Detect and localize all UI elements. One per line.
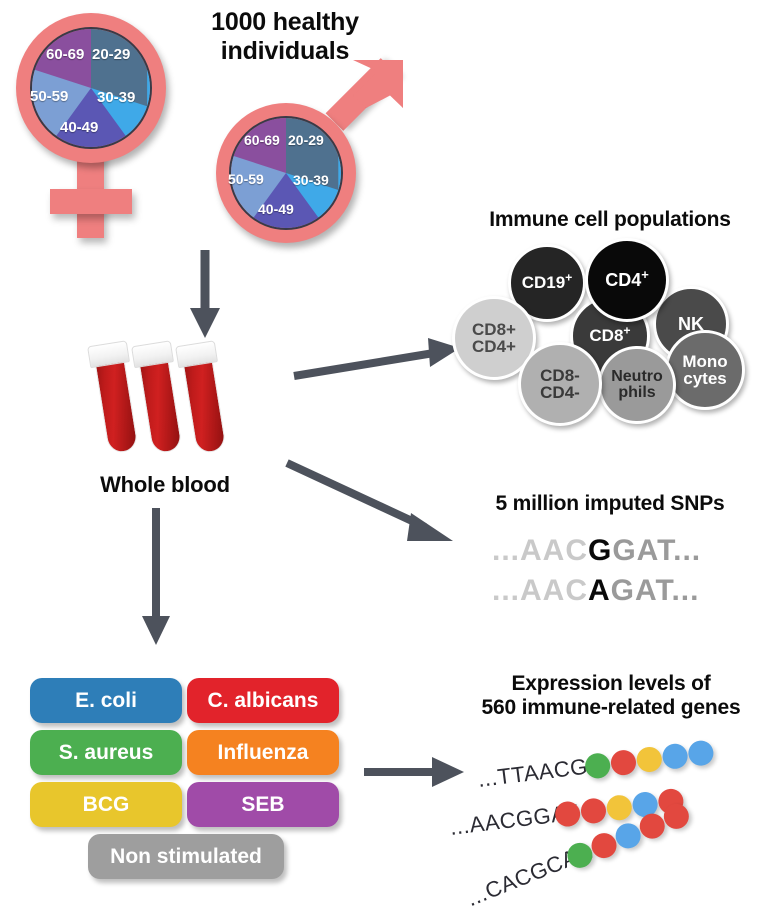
expression-bead (661, 742, 690, 771)
expression-title-line1: Expression levels of (511, 672, 711, 695)
pie-label-20-29: 20-29 (288, 132, 324, 148)
immune-cell-cluster: CD19+ CD4+ NK CD8+ CD4+ CD8+ Mono cytes … (450, 238, 760, 428)
stimulus-label: SEB (241, 792, 285, 816)
stimulus-c-albicans[interactable]: C. albicans (187, 678, 339, 723)
pie-label-50-59: 50-59 (228, 171, 264, 187)
pie-label-40-49: 40-49 (60, 119, 99, 136)
arrow-cohort-to-blood (190, 250, 220, 338)
blood-tube-body (94, 354, 139, 455)
immune-cell-label: CD4+ (605, 266, 649, 290)
blood-tube (87, 340, 139, 455)
female-symbol-crossbar (50, 189, 132, 214)
snp-suffix: GAT... (610, 574, 700, 607)
stimulus-label: C. albicans (207, 688, 319, 712)
stimulus-seb[interactable]: SEB (187, 782, 339, 827)
expression-title: Expression levels of 560 immune-related … (452, 672, 770, 721)
cohort-title-line1: 1000 healthy (211, 8, 359, 36)
pie-label-20-29: 20-29 (92, 46, 131, 63)
blood-tube (175, 340, 227, 455)
arrow-blood-to-stimuli (142, 508, 170, 645)
pie-label-50-59: 50-59 (30, 88, 69, 105)
immune-cell-cd4: CD4+ (585, 238, 669, 322)
whole-blood-tubes (87, 338, 245, 458)
expression-bead (635, 745, 664, 774)
immune-cell-dn: CD8- CD4- (518, 342, 602, 426)
expression-bead (686, 739, 715, 768)
snp-variant-base: G (588, 534, 613, 567)
arrow-blood-to-immune-cells (293, 338, 460, 380)
arrow-stimuli-to-expression (364, 757, 464, 787)
whole-blood-label: Whole blood (100, 472, 230, 497)
snps-title: 5 million imputed SNPs (495, 492, 725, 515)
pie-label-30-39: 30-39 (97, 89, 136, 106)
stimulus-influenza[interactable]: Influenza (187, 730, 339, 775)
pie-label-30-39: 30-39 (293, 172, 329, 188)
female-gender-symbol: 20-29 30-39 40-49 50-59 60-69 (8, 8, 183, 238)
blood-tube-body (182, 354, 227, 455)
expression-bead (609, 748, 638, 777)
stimulus-e-coli[interactable]: E. coli (30, 678, 182, 723)
pie-label-40-49: 40-49 (258, 201, 294, 217)
immune-cell-neutrophils: Neutro phils (598, 346, 676, 424)
stimulus-label: Influenza (217, 740, 309, 764)
immune-cell-label: Neutro phils (611, 367, 663, 401)
immune-cell-label: Mono cytes (682, 351, 728, 388)
expression-bead (579, 796, 608, 825)
stimulus-non-stimulated[interactable]: Non stimulated (88, 834, 284, 879)
male-age-pie (229, 116, 343, 230)
blood-tube-body (138, 354, 183, 455)
snp-prefix: ...AAC (492, 574, 588, 607)
blood-tube (131, 340, 183, 455)
expression-title-line2: 560 immune-related genes (481, 696, 741, 720)
immune-cell-label: NK (678, 313, 704, 334)
stimulus-label: BCG (82, 792, 130, 816)
pie-label-60-69: 60-69 (46, 46, 85, 63)
cohort-title: 1000 healthy individuals (180, 8, 390, 66)
stimulus-label: E. coli (75, 688, 137, 712)
stimulus-label: Non stimulated (110, 844, 262, 868)
immune-cell-label: CD8- CD4- (540, 365, 580, 402)
male-gender-symbol: 20-29 30-39 40-49 50-59 60-69 (205, 58, 415, 243)
stimulus-label: S. aureus (58, 740, 154, 764)
immune-cell-label: CD19+ (521, 270, 573, 293)
snp-allele-row-2: ...AACAGAT... (492, 574, 699, 608)
immune-cell-label: CD8+ (589, 323, 631, 346)
snp-prefix: ...AAC (492, 534, 588, 567)
stimulus-bcg[interactable]: BCG (30, 782, 182, 827)
immune-cell-label: CD8+ CD4+ (472, 319, 516, 356)
snp-allele-row-1: ...AACGGAT... (492, 534, 701, 568)
female-age-pie (30, 27, 152, 149)
immune-cell-title: Immune cell populations (489, 208, 731, 231)
snp-variant-base: A (588, 574, 611, 607)
arrow-blood-to-snps (285, 459, 453, 541)
stimulus-s-aureus[interactable]: S. aureus (30, 730, 182, 775)
cohort-title-line2: individuals (220, 37, 350, 65)
snp-suffix: GAT... (612, 534, 702, 567)
stimuli-panel: E. coli C. albicans S. aureus Influenza … (30, 678, 350, 893)
pie-label-60-69: 60-69 (244, 132, 280, 148)
immune-cell-monocytes: Mono cytes (665, 330, 745, 410)
expression-strands: ...TTAACGG ...AACGGAT ...CACGCAA (448, 735, 770, 915)
